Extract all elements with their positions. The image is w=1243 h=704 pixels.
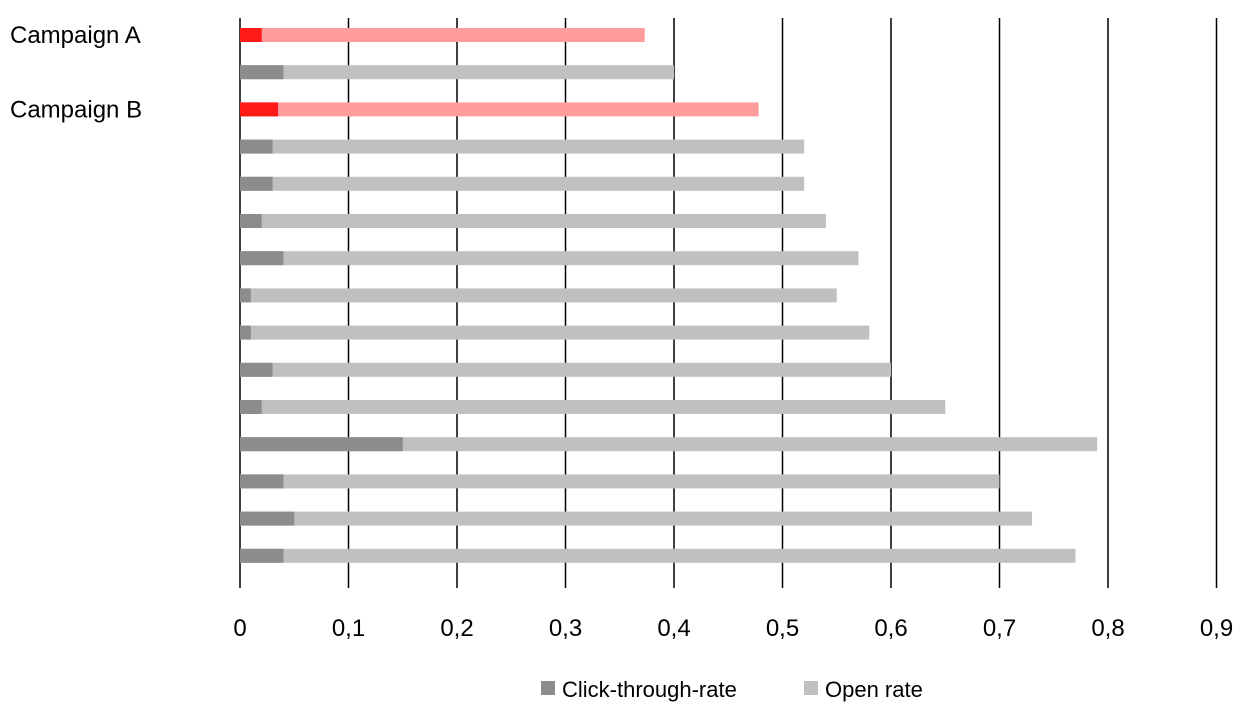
bar-open-rate xyxy=(240,139,805,154)
bar-click-through-rate xyxy=(240,214,262,228)
bar-click-through-rate xyxy=(240,548,284,563)
x-tick-label: 0,1 xyxy=(332,615,365,642)
bar-open-rate xyxy=(240,28,645,42)
bar-open-rate xyxy=(240,325,870,340)
bar-click-through-rate xyxy=(240,28,262,42)
x-tick-label: 0,6 xyxy=(874,615,907,642)
bar-open-rate xyxy=(240,474,1000,489)
legend: Click-through-rate Open rate xyxy=(541,677,923,702)
bar-open-rate xyxy=(240,65,674,80)
bar-click-through-rate xyxy=(240,176,273,191)
category-labels: Campaign A Campaign B xyxy=(10,22,142,123)
bar-click-through-rate xyxy=(240,65,284,80)
x-axis-tick-labels: 0 0,1 0,2 0,3 0,4 0,5 0,6 0,7 0,8 0,9 xyxy=(233,615,1233,642)
x-tick-label: 0,2 xyxy=(440,615,473,642)
bar-click-through-rate xyxy=(240,139,273,154)
legend-swatch-click-through-rate xyxy=(541,681,555,695)
bar-open-rate xyxy=(240,362,891,377)
x-tick-label: 0,3 xyxy=(549,615,582,642)
bar-open-rate xyxy=(240,102,759,117)
bar-click-through-rate xyxy=(240,102,278,117)
bar-open-rate xyxy=(240,214,826,228)
bar-open-rate xyxy=(240,251,859,266)
x-tick-label: 0,7 xyxy=(983,615,1016,642)
bar-open-rate xyxy=(240,288,837,303)
bar-open-rate xyxy=(240,437,1098,452)
legend-label-click-through-rate: Click-through-rate xyxy=(562,677,737,702)
bar-open-rate xyxy=(240,176,805,191)
x-tick-label: 0 xyxy=(233,615,246,642)
bar-open-rate xyxy=(240,511,1033,526)
bar-open-rate xyxy=(240,548,1076,563)
x-tick-label: 0,9 xyxy=(1200,615,1233,642)
bar-click-through-rate xyxy=(240,437,403,452)
bar-open-rate xyxy=(240,400,946,414)
legend-swatch-open-rate xyxy=(804,681,818,695)
category-label: Campaign A xyxy=(10,22,141,49)
bar-click-through-rate xyxy=(240,362,273,377)
x-tick-label: 0,4 xyxy=(657,615,690,642)
bar-click-through-rate xyxy=(240,325,251,340)
legend-label-open-rate: Open rate xyxy=(825,677,923,702)
bar-click-through-rate xyxy=(240,400,262,414)
bar-click-through-rate xyxy=(240,251,284,266)
bar-click-through-rate xyxy=(240,288,251,303)
x-tick-label: 0,5 xyxy=(766,615,799,642)
bar-click-through-rate xyxy=(240,474,284,489)
bar-click-through-rate xyxy=(240,511,295,526)
category-label: Campaign B xyxy=(10,96,142,123)
x-tick-label: 0,8 xyxy=(1091,615,1124,642)
bars xyxy=(240,28,1098,563)
